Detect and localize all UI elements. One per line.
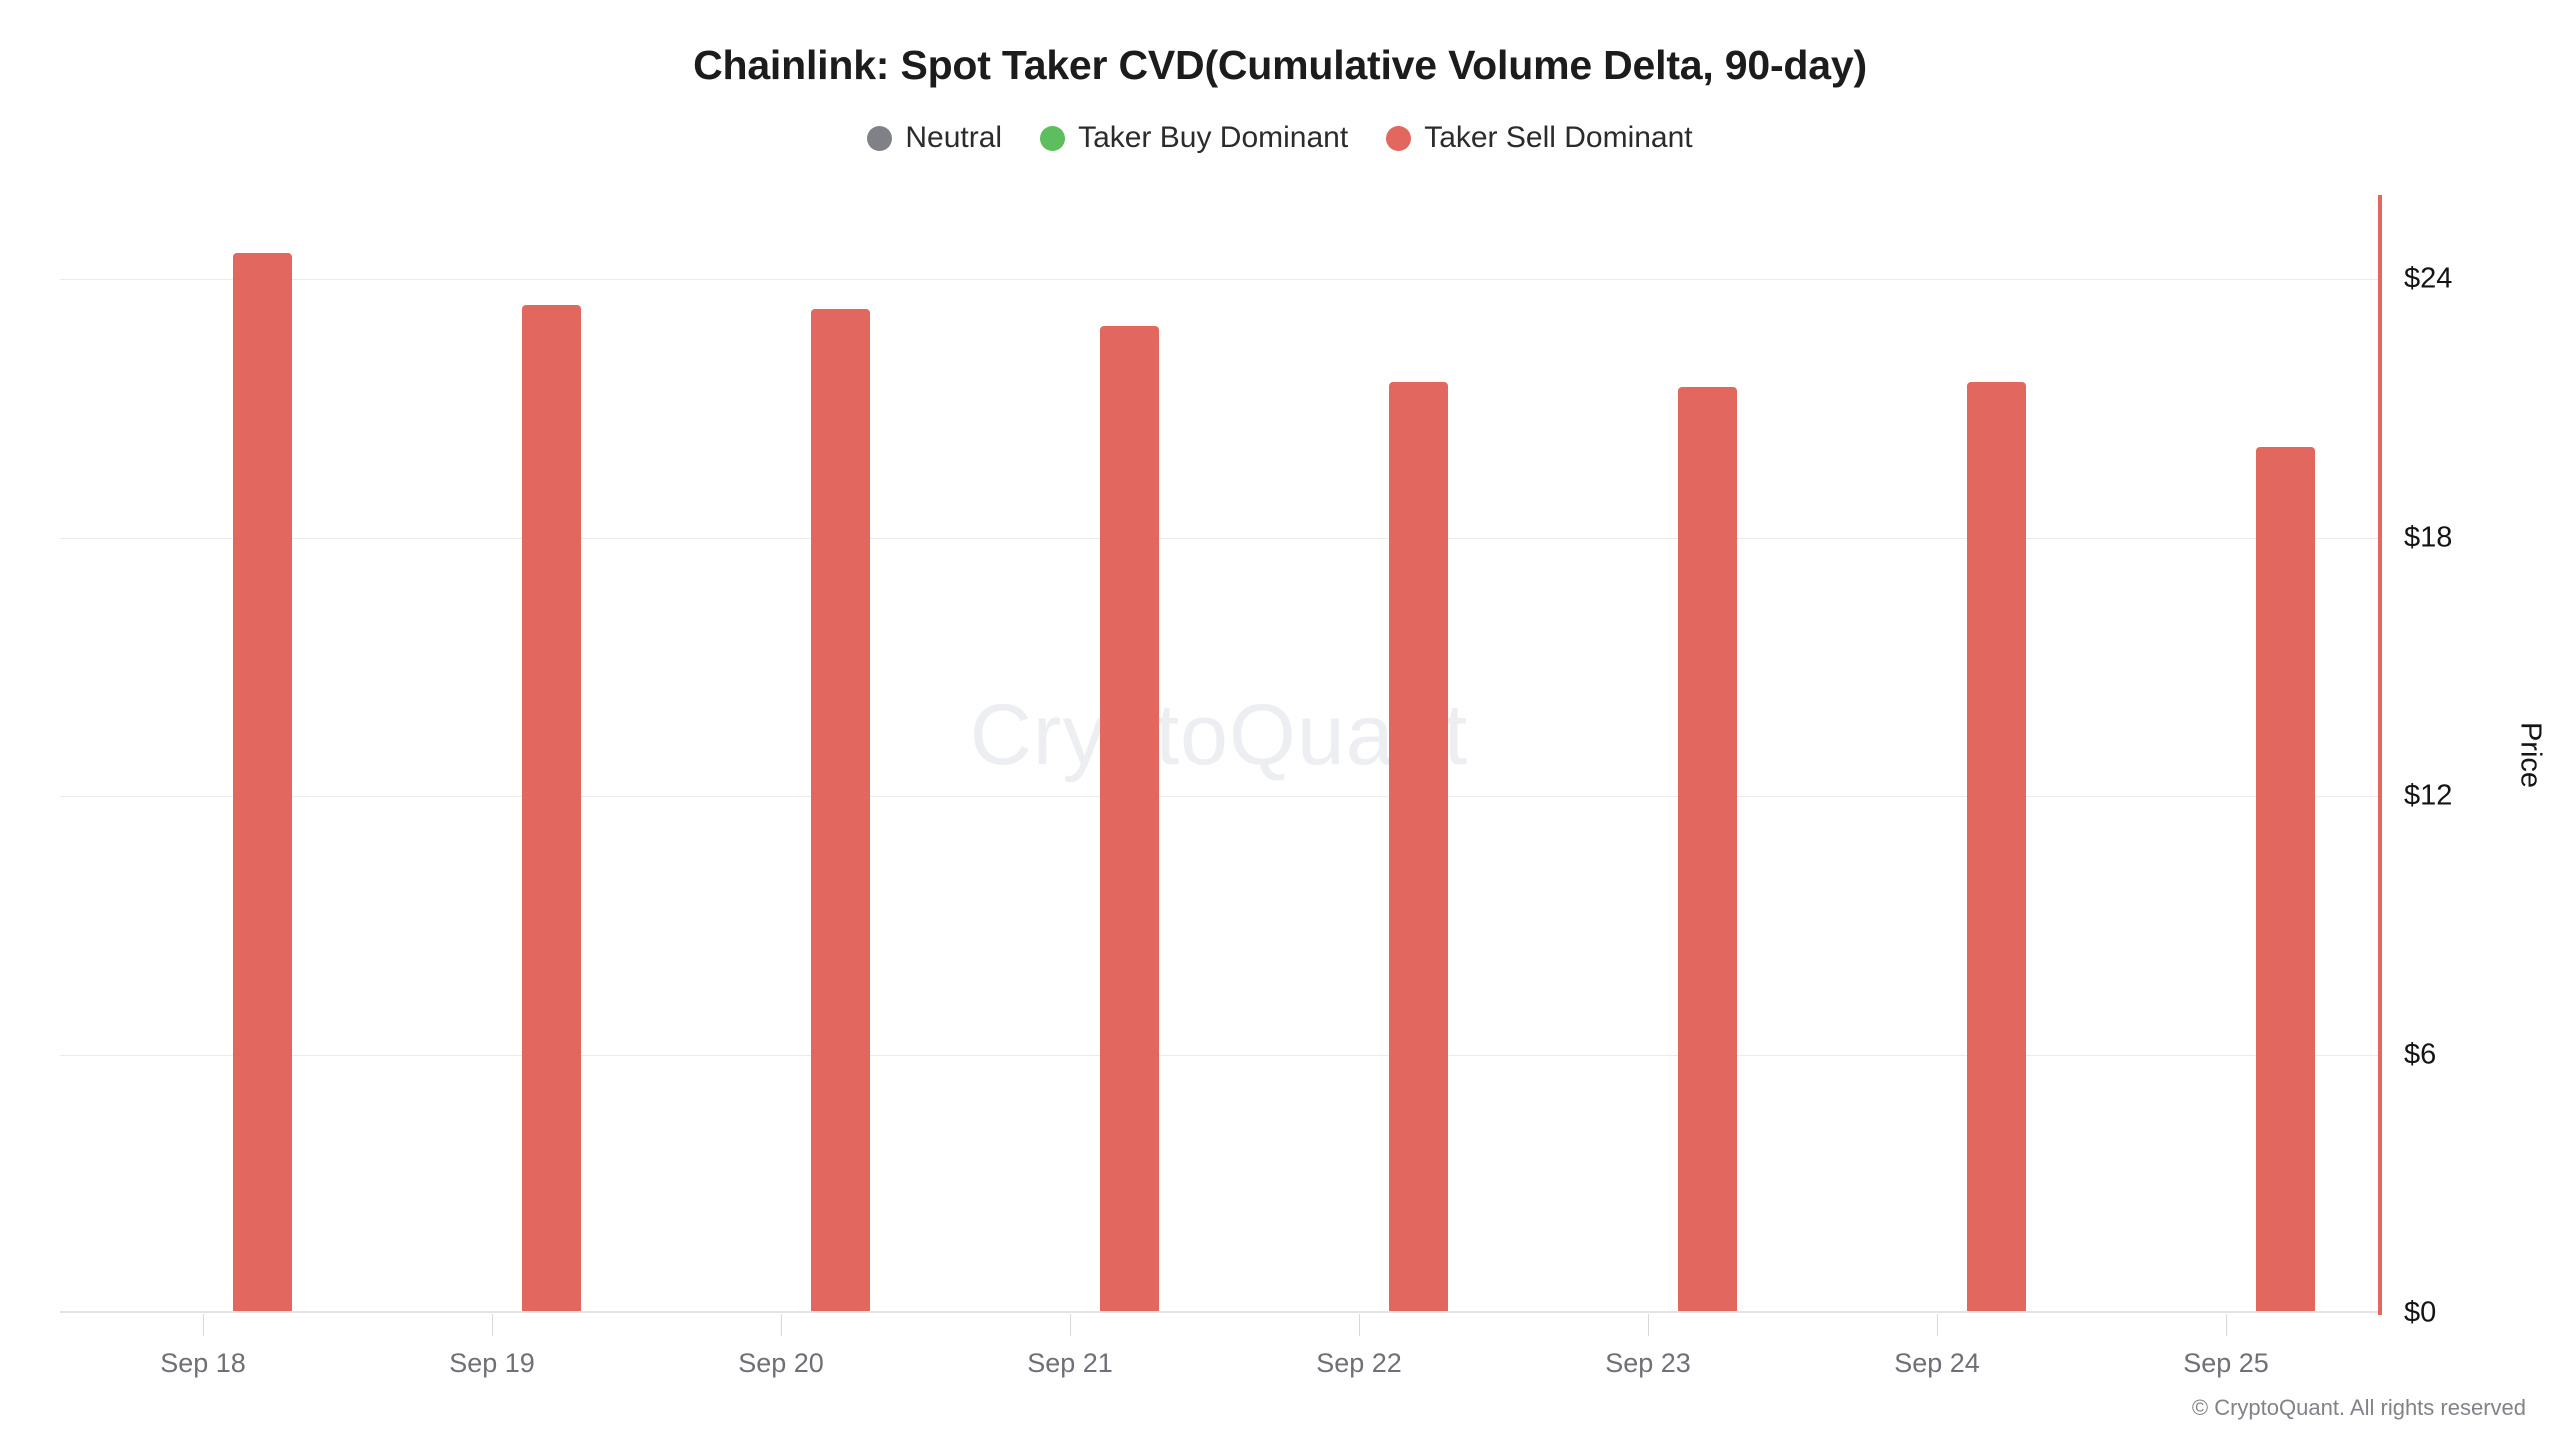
bar-sep-25[interactable] <box>2256 447 2315 1313</box>
footer-credit: © CryptoQuant. All rights reserved <box>2191 1395 2526 1420</box>
bars-layer <box>60 195 2378 1313</box>
y-axis-tick-label: $18 <box>2404 521 2453 553</box>
chart-title: Chainlink: Spot Taker CVD(Cumulative Vol… <box>693 42 1867 88</box>
x-axis-baseline <box>60 1311 2378 1313</box>
y-axis-tick-label: $12 <box>2404 779 2453 812</box>
y-axis-spine <box>2378 195 2382 1315</box>
legend-swatch-taker-buy-icon <box>1040 125 1066 151</box>
legend-label-neutral: Neutral <box>905 121 1003 154</box>
bar-sep-18[interactable] <box>233 253 292 1313</box>
plot-area: CryptoQuant <box>60 195 2378 1313</box>
x-axis-tick-label: Sep 25 <box>2183 1348 2269 1378</box>
x-axis-tick-mark <box>781 1314 782 1336</box>
legend-item-taker-sell-dominant[interactable]: Taker Sell Dominant <box>1386 121 1693 154</box>
x-axis-tick-label: Sep 18 <box>160 1348 246 1378</box>
bar-sep-19[interactable] <box>522 304 581 1313</box>
x-axis-tick-mark <box>1359 1314 1360 1336</box>
x-axis-tick-mark <box>1648 1314 1649 1336</box>
x-axis-tick-mark <box>203 1314 204 1336</box>
legend-swatch-taker-sell-icon <box>1386 125 1412 151</box>
bar-sep-20[interactable] <box>811 309 870 1313</box>
legend-label-taker-sell-dominant: Taker Sell Dominant <box>1424 121 1693 154</box>
bar-sep-23[interactable] <box>1678 386 1737 1313</box>
gridline <box>60 537 2378 539</box>
gridline <box>60 796 2378 797</box>
x-axis-tick-mark <box>1937 1314 1938 1336</box>
x-axis-tick-label: Sep 24 <box>1894 1348 1980 1378</box>
legend-label-taker-buy-dominant: Taker Buy Dominant <box>1078 121 1349 154</box>
bar-sep-22[interactable] <box>1389 382 1448 1313</box>
x-axis-tick-mark <box>492 1314 493 1336</box>
chart-legend: Neutral Taker Buy Dominant Taker Sell Do… <box>0 123 2560 153</box>
bar-sep-24[interactable] <box>1967 382 2026 1313</box>
x-axis-tick-mark <box>1070 1314 1071 1336</box>
y-axis-tick-label: $0 <box>2404 1296 2437 1329</box>
y-axis-tick-label: $6 <box>2404 1038 2437 1070</box>
legend-item-taker-buy-dominant[interactable]: Taker Buy Dominant <box>1040 123 1348 153</box>
y-axis-title: Price <box>2514 721 2547 789</box>
x-axis-tick-label: Sep 20 <box>738 1348 824 1378</box>
gridline <box>60 1054 2378 1056</box>
legend-swatch-neutral-icon <box>867 125 893 151</box>
x-axis-tick-label: Sep 23 <box>1605 1348 1691 1378</box>
x-axis-tick-mark <box>2226 1314 2227 1336</box>
y-axis-tick-label: $24 <box>2404 262 2453 295</box>
bar-sep-21[interactable] <box>1100 326 1159 1313</box>
x-axis-tick-label: Sep 22 <box>1316 1348 1402 1378</box>
x-axis-tick-label: Sep 21 <box>1027 1348 1113 1378</box>
legend-item-neutral[interactable]: Neutral <box>867 123 1002 153</box>
gridline <box>60 279 2378 280</box>
x-axis-tick-label: Sep 19 <box>449 1348 535 1378</box>
